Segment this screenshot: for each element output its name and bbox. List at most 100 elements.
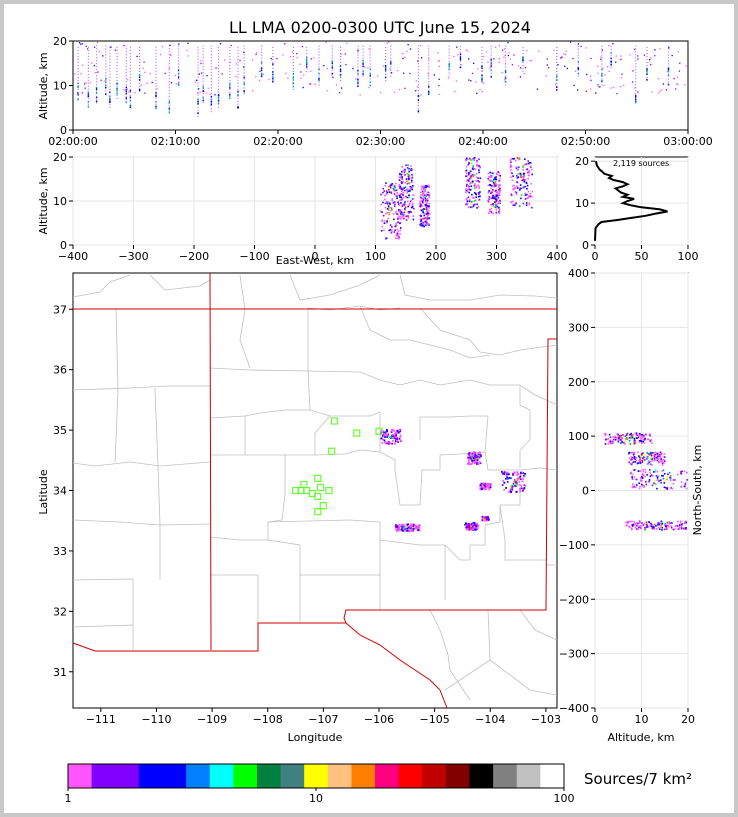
source-point [243, 83, 245, 86]
source-point [523, 172, 525, 175]
source-point [426, 202, 428, 204]
source-point [448, 63, 450, 66]
source-point [425, 210, 428, 212]
source-point [476, 526, 479, 529]
source-point [643, 456, 645, 458]
source-point [125, 92, 127, 95]
source-point [411, 174, 413, 176]
source-point [386, 42, 389, 44]
source-point [384, 76, 387, 79]
source-point [406, 529, 409, 532]
source-point [642, 469, 644, 471]
source-point [615, 61, 617, 63]
source-point [520, 197, 522, 200]
source-point [499, 188, 501, 190]
source-point [243, 76, 245, 79]
source-point [649, 522, 652, 525]
source-point [620, 77, 623, 79]
source-point [483, 484, 486, 487]
source-point [423, 186, 425, 189]
source-point [527, 197, 529, 199]
source-point [414, 527, 417, 530]
source-point [653, 456, 656, 459]
x-tick-label: 02:40:00 [458, 135, 507, 148]
histogram-annotation: 2,119 sources [613, 159, 669, 168]
source-point [389, 442, 392, 445]
source-point [631, 523, 634, 526]
source-point [397, 221, 399, 224]
source-point [636, 524, 638, 527]
source-point [526, 168, 528, 171]
source-point [410, 527, 413, 530]
source-point [510, 486, 513, 488]
source-point [479, 456, 481, 459]
source-point [679, 522, 682, 524]
source-point [622, 442, 625, 444]
source-point [289, 55, 292, 58]
source-point [394, 189, 397, 192]
source-point [403, 525, 406, 527]
source-point [472, 451, 475, 454]
source-point [680, 525, 682, 528]
source-point [229, 67, 231, 70]
source-point [393, 429, 396, 432]
source-point [495, 191, 498, 194]
source-point [655, 456, 658, 459]
source-point [626, 438, 629, 441]
source-point [395, 210, 397, 213]
source-point [424, 208, 427, 211]
source-point [656, 477, 659, 479]
source-point [670, 474, 672, 477]
source-point [421, 185, 424, 188]
source-point [653, 526, 655, 528]
source-point [491, 189, 494, 191]
source-point [407, 523, 410, 526]
source-point [377, 75, 379, 77]
source-point [466, 190, 469, 193]
source-point [405, 219, 408, 221]
source-point [586, 73, 588, 76]
station-marker [316, 483, 325, 492]
source-point [631, 456, 634, 459]
source-point [425, 199, 427, 201]
source-point [493, 178, 495, 181]
source-point [649, 59, 651, 61]
source-point [420, 209, 423, 212]
source-point [197, 98, 199, 101]
source-point [292, 85, 295, 88]
source-point [523, 487, 526, 489]
y-tick-label: 0 [582, 239, 589, 252]
source-point [495, 183, 497, 185]
source-point [478, 158, 480, 161]
source-point [260, 75, 263, 78]
source-point [622, 434, 624, 436]
source-point [423, 194, 426, 196]
source-point [109, 98, 111, 101]
source-point [631, 485, 634, 488]
source-point [494, 181, 496, 184]
source-point [468, 188, 471, 191]
source-point [399, 434, 402, 437]
source-point [513, 188, 516, 190]
source-point [639, 453, 642, 456]
source-point [474, 528, 476, 531]
source-point [491, 183, 493, 185]
source-point [499, 189, 501, 192]
source-point [85, 82, 87, 84]
source-point [609, 436, 612, 439]
source-point [149, 73, 151, 75]
source-point [81, 43, 83, 45]
source-point [397, 528, 399, 531]
source-point [516, 474, 519, 477]
source-point [510, 194, 513, 196]
source-point [514, 187, 517, 189]
source-point [628, 461, 631, 464]
source-point [387, 442, 390, 445]
y-tick-label: 33 [53, 545, 67, 558]
county-line [209, 522, 269, 541]
source-point [514, 159, 517, 162]
source-point [252, 90, 254, 92]
source-point [646, 457, 649, 459]
source-point [485, 484, 488, 486]
source-point [476, 159, 478, 162]
